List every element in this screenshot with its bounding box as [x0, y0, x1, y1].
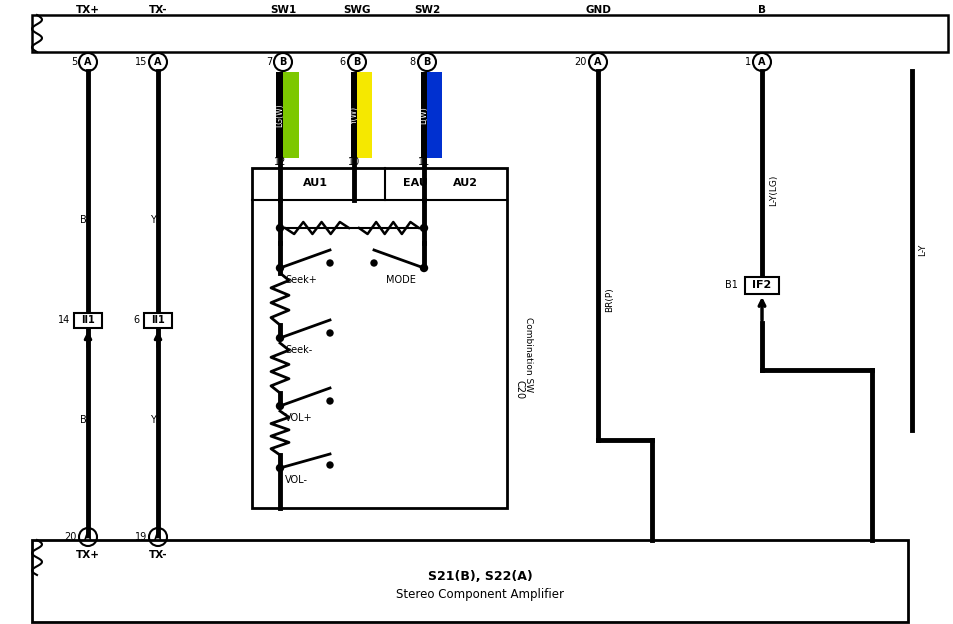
Text: TX-: TX-: [149, 550, 167, 560]
Circle shape: [327, 260, 333, 266]
Text: 10: 10: [348, 157, 359, 167]
Text: SW1: SW1: [270, 5, 295, 15]
Text: S21(B), S22(A): S21(B), S22(A): [427, 570, 532, 583]
Text: Seek+: Seek+: [285, 275, 316, 285]
Text: L-Y: L-Y: [917, 244, 926, 256]
Circle shape: [327, 462, 333, 468]
Text: 11: 11: [417, 157, 430, 167]
Text: 15: 15: [134, 57, 147, 67]
Text: 12: 12: [274, 157, 286, 167]
Text: AU1: AU1: [302, 178, 327, 188]
Text: A: A: [154, 57, 162, 67]
Text: TX-: TX-: [149, 5, 167, 15]
Text: B1: B1: [724, 280, 738, 290]
Text: Combination SW: Combination SW: [523, 318, 533, 392]
Bar: [283, 72, 298, 158]
Text: II1: II1: [151, 315, 165, 325]
Text: B: B: [80, 415, 87, 425]
Bar: [275, 72, 283, 158]
Circle shape: [327, 398, 333, 404]
Text: GND: GND: [584, 5, 610, 15]
Text: 7: 7: [266, 57, 272, 67]
Text: B: B: [80, 215, 87, 225]
Text: TX+: TX+: [76, 550, 100, 560]
Text: VOL+: VOL+: [285, 413, 313, 423]
Bar: [32, 15, 947, 52]
Circle shape: [276, 225, 283, 232]
Text: LG(W): LG(W): [275, 103, 284, 127]
Circle shape: [276, 402, 283, 409]
Text: 19: 19: [134, 532, 147, 542]
Text: AU2: AU2: [452, 178, 477, 188]
Bar: [744, 276, 779, 293]
Text: SW2: SW2: [414, 5, 439, 15]
Text: B: B: [353, 57, 360, 67]
Circle shape: [420, 225, 427, 232]
Text: B: B: [279, 57, 287, 67]
Text: 6: 6: [339, 57, 346, 67]
Bar: [351, 72, 356, 158]
Text: MODE: MODE: [386, 275, 416, 285]
Text: TX+: TX+: [76, 5, 100, 15]
Bar: [74, 313, 102, 328]
Circle shape: [276, 464, 283, 472]
Text: Seek-: Seek-: [285, 345, 312, 355]
Text: L-Y(LG): L-Y(LG): [768, 174, 778, 206]
Bar: [356, 72, 372, 158]
Circle shape: [276, 334, 283, 341]
Text: Y: Y: [150, 215, 155, 225]
Text: 8: 8: [410, 57, 416, 67]
Text: 20: 20: [574, 57, 586, 67]
Text: BR(P): BR(P): [604, 288, 614, 313]
Text: IF2: IF2: [752, 280, 771, 290]
Text: II1: II1: [81, 315, 94, 325]
Text: A: A: [758, 57, 765, 67]
Circle shape: [371, 260, 376, 266]
Text: B: B: [758, 5, 765, 15]
Bar: [420, 72, 427, 158]
Text: Y(W): Y(W): [349, 106, 358, 124]
Text: 20: 20: [65, 532, 77, 542]
Text: SWG: SWG: [343, 5, 371, 15]
Text: C20: C20: [515, 381, 524, 399]
Bar: [427, 72, 441, 158]
Text: Stereo Component Amplifier: Stereo Component Amplifier: [395, 588, 563, 602]
Circle shape: [276, 265, 283, 271]
Text: A: A: [84, 57, 91, 67]
Text: A: A: [154, 532, 162, 542]
Text: A: A: [84, 532, 91, 542]
Text: 5: 5: [71, 57, 77, 67]
Bar: [144, 313, 172, 328]
Text: 6: 6: [133, 315, 140, 325]
Bar: [32, 540, 907, 622]
Text: 1: 1: [744, 57, 750, 67]
Text: L(W): L(W): [419, 106, 428, 124]
Text: 14: 14: [58, 315, 70, 325]
Text: EAU: EAU: [402, 178, 427, 188]
Text: Y: Y: [150, 415, 155, 425]
Text: B: B: [423, 57, 430, 67]
Text: A: A: [594, 57, 601, 67]
Circle shape: [327, 330, 333, 336]
Text: VOL-: VOL-: [285, 475, 308, 485]
Bar: [252, 168, 506, 508]
Circle shape: [420, 265, 427, 271]
